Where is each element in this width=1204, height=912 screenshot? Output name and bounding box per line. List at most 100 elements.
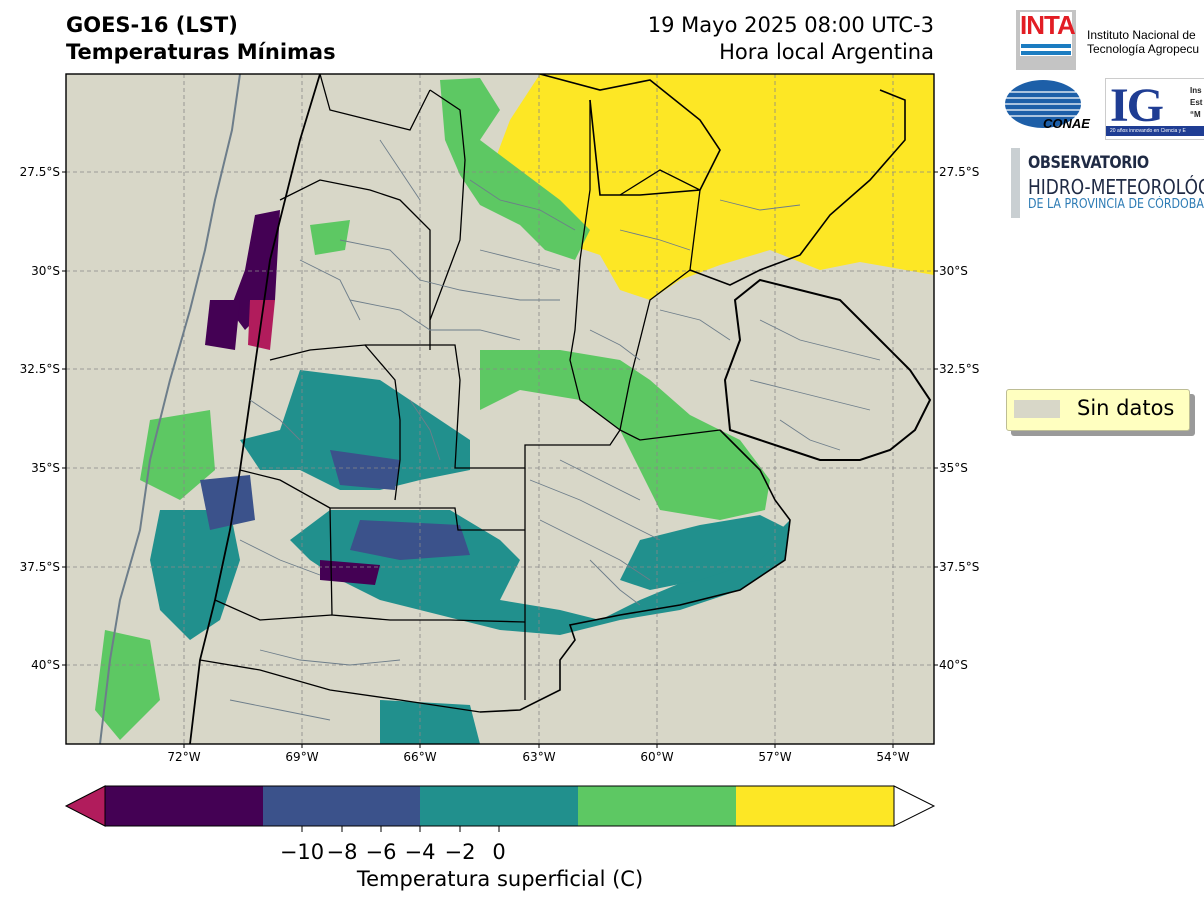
lon-label: 66°W	[403, 750, 436, 764]
lat-label: 30°S	[939, 264, 968, 278]
lat-label: 40°S	[939, 658, 968, 672]
region-green-north	[440, 78, 590, 260]
uruguay-border	[723, 278, 932, 461]
inta-stripe	[1021, 44, 1071, 48]
region-purple-south	[320, 560, 380, 585]
region-teal-patagonia	[380, 700, 480, 744]
lat-labels-right: 27.5°S 30°S 32.5°S 35°S 37.5°S 40°S	[939, 165, 979, 672]
department-lines	[229, 139, 881, 721]
lat-label: 37.5°S	[20, 560, 60, 574]
coastline-west	[99, 74, 241, 744]
lat-label: 35°S	[31, 461, 60, 475]
region-green-center	[480, 350, 770, 520]
colorbar-seg-4	[578, 786, 736, 826]
lat-label: 32.5°S	[939, 362, 979, 376]
inta-stripe	[1021, 51, 1071, 55]
no-data-label: Sin datos	[1077, 396, 1175, 420]
province-line-13	[199, 659, 481, 713]
lat-label: 32.5°S	[20, 362, 60, 376]
map-frame	[65, 73, 935, 745]
lat-label: 30°S	[31, 264, 60, 278]
colorbar: −10 −8 −6 −4 −2 0	[64, 785, 936, 864]
ig-side-line: Ins	[1190, 86, 1202, 95]
province-line-3	[365, 344, 621, 469]
region-teal-buenosaires	[620, 515, 790, 590]
data-layer	[95, 74, 934, 744]
lon-label: 54°W	[876, 750, 909, 764]
colorbar-seg-2	[263, 786, 420, 826]
ig-side-text: Ins Est “M	[1190, 85, 1202, 121]
colorbar-tick: −6	[366, 840, 397, 864]
inta-name-line: Tecnología Agropecu	[1087, 42, 1200, 56]
province-line-11	[319, 74, 431, 131]
province-line-1	[429, 89, 466, 350]
province-line-2	[569, 100, 721, 441]
lon-labels: 72°W 69°W 66°W 63°W 60°W 57°W 54°W	[167, 750, 909, 764]
title-variable: Temperaturas Mínimas	[66, 40, 336, 64]
colorbar-under	[64, 785, 106, 827]
lon-label: 72°W	[167, 750, 200, 764]
region-purple-andes2	[205, 300, 240, 350]
timezone-text: Hora local Argentina	[719, 40, 934, 64]
colorbar-seg-3	[420, 786, 578, 826]
lat-label: 27.5°S	[939, 165, 979, 179]
province-line-10	[279, 179, 431, 320]
lat-label: 37.5°S	[939, 560, 979, 574]
colorbar-tick: 0	[492, 840, 505, 864]
province-line-8	[239, 469, 331, 509]
colorbar-tick: −10	[280, 840, 324, 864]
conae-logo	[1005, 80, 1081, 128]
date-text: 19 Mayo 2025 08:00 UTC-3	[647, 13, 934, 37]
colorbar-seg-5	[736, 786, 894, 826]
lat-label: 35°S	[939, 461, 968, 475]
colorbar-over	[893, 785, 936, 827]
inta-name: Instituto Nacional de Tecnología Agropec…	[1087, 28, 1199, 56]
map-title: GOES-16 (LST) Temperaturas Mínimas	[66, 12, 336, 66]
province-line-9	[214, 599, 333, 621]
observatorio-line1: OBSERVATORIO	[1028, 153, 1149, 173]
ig-logo-text: IG	[1110, 79, 1164, 132]
inta-name-line: Instituto Nacional de	[1087, 28, 1196, 42]
region-teal-west	[150, 510, 240, 640]
title-product: GOES-16 (LST)	[66, 13, 238, 37]
observatorio-line2: HIDRO-METEOROLÓG	[1028, 175, 1204, 199]
ig-band: 20 años innovando en Ciencia y E	[1106, 126, 1204, 136]
region-yellow-ne	[495, 74, 934, 300]
map-date: 19 Mayo 2025 08:00 UTC-3 Hora local Arge…	[560, 12, 934, 66]
region-teal-pampa	[240, 370, 470, 490]
paraguay-border	[539, 74, 721, 196]
colorbar-label: Temperatura superficial (C)	[356, 867, 644, 891]
colorbar-tick: −8	[327, 840, 358, 864]
lon-label: 57°W	[758, 750, 791, 764]
region-blue-c	[330, 450, 400, 490]
colorbar-tick: −4	[405, 840, 436, 864]
province-line-6	[329, 507, 526, 623]
observatorio-bar	[1011, 148, 1020, 218]
no-data-swatch	[1014, 400, 1060, 418]
tick-marks	[62, 171, 938, 748]
inta-logo-inner	[1020, 12, 1072, 56]
brazil-border	[689, 89, 906, 286]
lat-labels-left: 27.5°S 30°S 32.5°S 35°S 37.5°S 40°S	[20, 165, 60, 672]
lat-label: 40°S	[31, 658, 60, 672]
lon-label: 60°W	[640, 750, 673, 764]
province-line-7	[269, 344, 401, 501]
region-blue-b	[200, 475, 255, 530]
lon-label: 63°W	[522, 750, 555, 764]
province-line-5	[330, 507, 525, 531]
lat-label: 27.5°S	[20, 165, 60, 179]
region-blue-a	[350, 520, 470, 560]
ig-side-line: Est	[1190, 98, 1203, 107]
colorbar-tick: −2	[445, 840, 476, 864]
region-green-nw	[310, 220, 350, 255]
conae-logo-text: CONAE	[1043, 116, 1090, 131]
colorbar-seg-1	[105, 786, 263, 826]
borders	[99, 74, 932, 744]
inta-logo-text: INTA	[1020, 10, 1076, 40]
baires-coast	[479, 429, 791, 713]
ig-side-line: “M	[1190, 110, 1201, 119]
province-line-12	[619, 169, 701, 431]
lon-label: 69°W	[285, 750, 318, 764]
region-green-west	[140, 410, 215, 500]
